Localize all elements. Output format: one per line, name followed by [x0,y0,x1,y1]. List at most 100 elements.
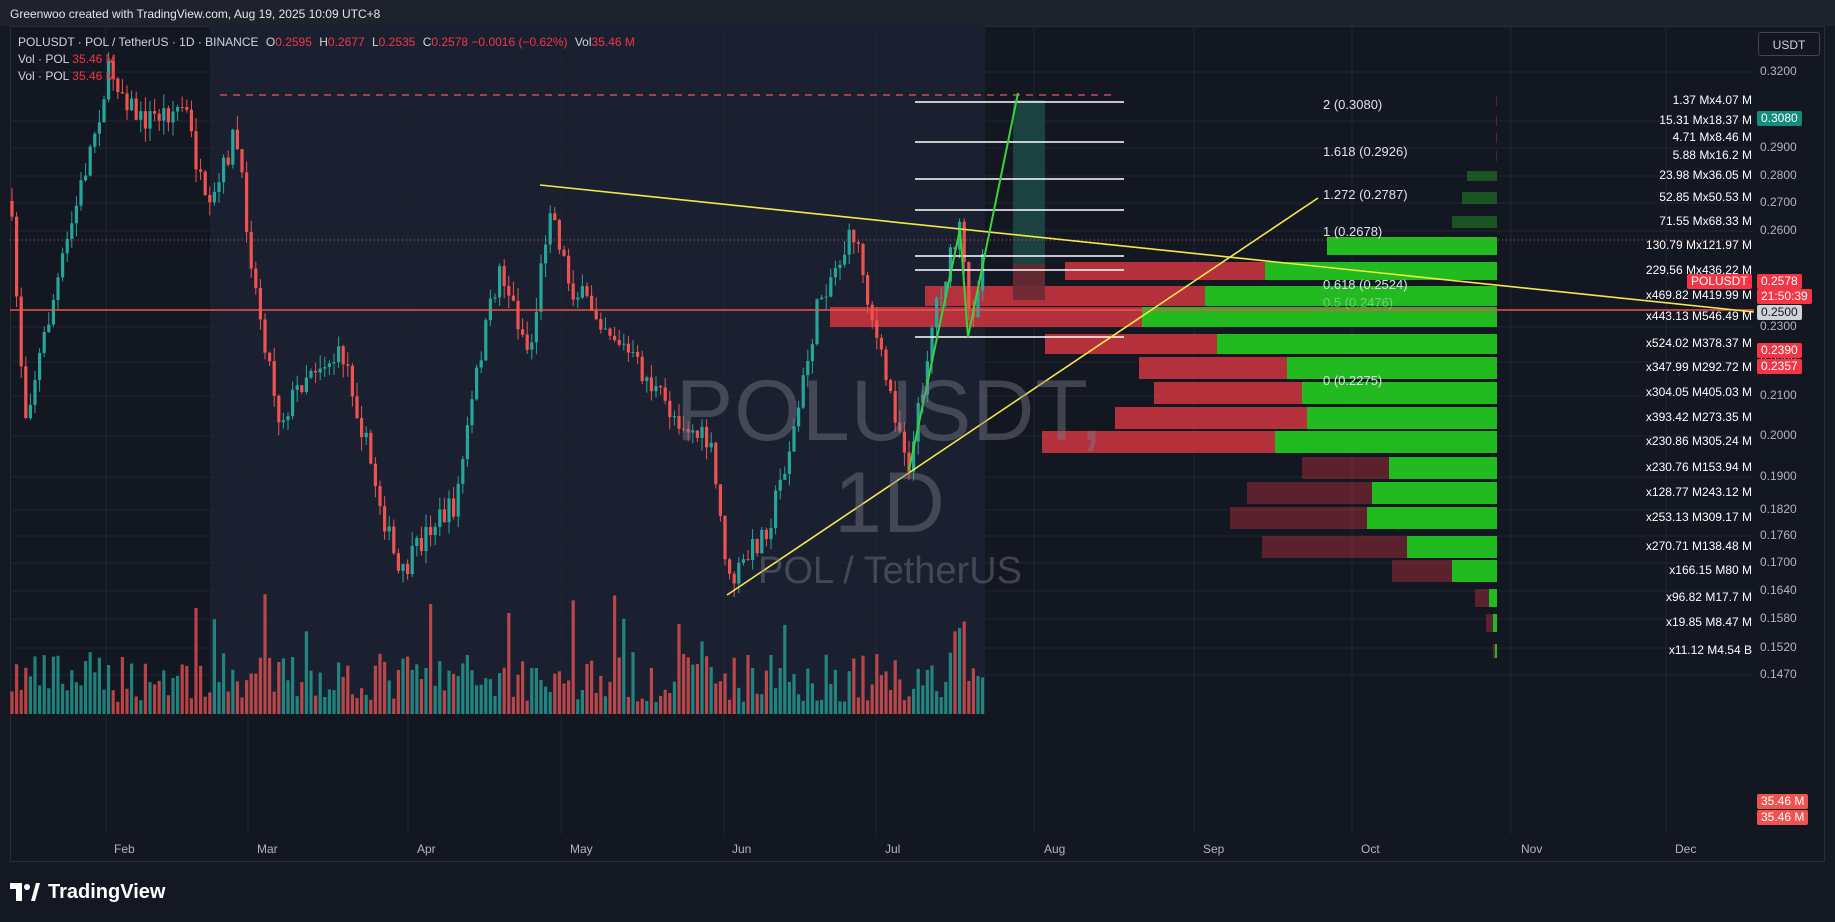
volume-bar [898,679,902,714]
volume-bar [102,689,106,714]
volume-profile-value: x393.42 M273.35 M [1645,410,1752,424]
volume-bar [383,661,387,714]
volume-bar [580,690,584,714]
candle-body [829,277,833,297]
volume-bar [373,665,377,714]
volume-bar [125,688,129,714]
candle-body [659,385,663,388]
volume-profile-value: x524.02 M378.37 M [1645,336,1752,350]
volume-bar [33,656,37,714]
ascending-trendline[interactable] [726,197,1319,596]
month-label: Nov [1521,842,1543,856]
volume-bar [861,655,865,714]
candle-body [272,361,276,396]
tradingview-brand[interactable]: TradingView [10,878,165,906]
volume-bar [981,677,985,714]
long-position-target-zone[interactable] [1013,100,1045,264]
candle-body [930,327,934,362]
candle-body [176,107,180,112]
price-chart-canvas[interactable] [10,26,1754,834]
tradingview-logo-icon [10,883,40,901]
candle-body [42,332,46,353]
candle-body [879,337,883,350]
candle-body [429,526,433,536]
candle-body [700,426,704,438]
volume-bar [130,663,134,714]
volume-profile-value: x270.71 M138.48 M [1645,539,1752,553]
volume-profile-value: 71.55 Mx68.33 M [1659,214,1752,228]
candle-body [649,377,653,392]
volume-bar [682,653,686,714]
chart-legend: POLUSDT · POL / TetherUS · 1D · BINANCE … [18,34,635,85]
candle-body [475,367,479,400]
volume-profile-up-bar [1367,507,1497,529]
legend-volume-row[interactable]: Vol · POL 35.46 M [18,68,635,85]
projection-path[interactable] [908,92,1019,471]
candle-body [824,296,828,298]
candle-body [603,328,607,330]
candle-body [116,78,120,93]
volume-bar [843,701,847,714]
volume-profile-up-bar [1495,644,1497,658]
descending-trendline[interactable] [539,184,1754,313]
candle-body [162,108,166,121]
volume-bar [84,661,88,714]
candle-body [718,484,722,516]
volume-profile-value: x304.05 M405.03 M [1645,385,1752,399]
price-tick: 0.1470 [1760,667,1797,681]
candle-body [962,221,966,263]
candle-body [107,60,111,100]
legend-low-label: L [371,35,379,49]
candle-body [189,109,193,132]
volume-bar [930,665,934,714]
chart-pane[interactable] [10,26,1754,834]
candle-body [15,216,19,297]
volume-bar [613,595,617,714]
candle-body [507,286,511,296]
volume-bar [254,673,258,714]
volume-bar [852,658,856,714]
price-tick: 0.2900 [1760,140,1797,154]
volume-profile-value: x443.13 M546.49 M [1645,309,1752,323]
volume-bar [925,669,929,714]
price-tick: 0.1900 [1760,469,1797,483]
price-axis[interactable]: 0.32000.30000.29000.28000.27000.26000.23… [1754,26,1825,834]
candle-body [479,360,483,368]
volume-profile-value: x96.82 M17.7 M [1665,590,1752,604]
legend-symbol[interactable]: POLUSDT · POL / TetherUS · 1D · BINANCE [18,35,259,49]
currency-button[interactable]: USDT [1758,32,1820,56]
volume-bar [438,661,442,714]
volume-bar [153,684,157,714]
volume-bar [309,670,313,714]
volume-bar [829,684,833,714]
volume-bar [235,681,239,714]
legend-volume-row[interactable]: Vol · POL 35.46 M [18,51,635,68]
candle-body [539,263,543,312]
volume-bar [429,603,433,714]
volume-bar [645,700,649,714]
volume-profile-down-bar [1392,560,1452,582]
volume-bar [760,694,764,714]
fib-extension-lines[interactable] [915,101,1124,338]
candle-body [654,385,658,392]
candle-body [392,526,396,554]
volume-profile-down-bar [830,307,1142,327]
price-tick: 0.3200 [1760,64,1797,78]
volume-bar [608,681,612,714]
volume-bar [631,652,635,714]
candle-body [833,268,837,278]
volume-bar [107,664,111,714]
time-axis[interactable]: Feb Mar Apr May Jun Jul Aug Sep Oct Nov … [10,834,1754,862]
fib-label-1618: 1.618 (0.2926) [1323,144,1408,159]
candle-body [84,175,88,181]
candle-body [774,490,778,529]
volume-bar [902,700,906,714]
volume-bar [249,673,253,714]
fib-label-05: 0.5 (0.2476) [1323,295,1394,310]
candle-body [300,385,304,392]
volume-bar [677,624,681,714]
candle-body [97,122,101,134]
candle-body [295,385,299,390]
fib-label-0: 0 (0.2275) [1323,373,1383,388]
candle-body [792,426,796,452]
